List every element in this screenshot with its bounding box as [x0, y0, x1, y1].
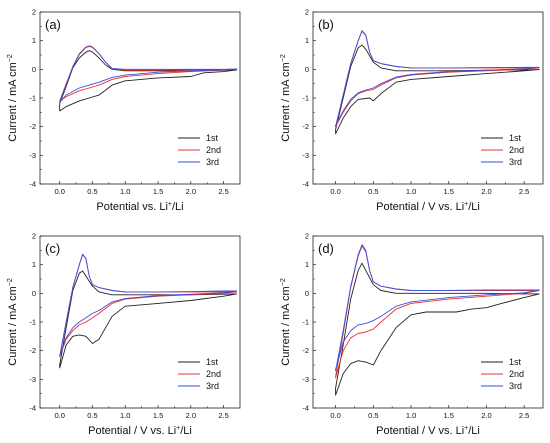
y-tick-label: -1 — [29, 94, 36, 103]
y-tick-label: -3 — [302, 375, 309, 384]
x-tick-label: 2.0 — [186, 187, 196, 196]
x-tick-label: 1.0 — [120, 411, 130, 420]
x-tick-label: 1.5 — [444, 187, 454, 196]
x-tick-label: 2.5 — [519, 411, 529, 420]
panel-label: (a) — [45, 17, 61, 32]
cv-curve-2nd — [59, 254, 238, 357]
y-axis-title: Current / mA cm−2 — [280, 278, 292, 366]
y-tick-label: -2 — [29, 346, 36, 355]
legend-label: 3rd — [509, 157, 522, 167]
x-tick-label: 2.5 — [218, 411, 228, 420]
legend-label: 2nd — [206, 145, 221, 155]
cv-curve-2nd — [335, 245, 540, 379]
x-axis-title: Potential / V vs. Li+/Li — [376, 201, 480, 213]
x-tick-label: 0.5 — [368, 411, 378, 420]
legend-label: 2nd — [509, 145, 524, 155]
legend-label: 1st — [206, 133, 219, 143]
cv-curve-2nd — [335, 30, 540, 128]
y-axis-title: Current / mA cm−2 — [7, 54, 19, 142]
cv-curve-3rd — [335, 244, 540, 372]
legend-label: 3rd — [206, 157, 219, 167]
legend-label: 1st — [509, 357, 522, 367]
y-tick-label: 2 — [32, 232, 36, 241]
y-tick-label: 2 — [305, 8, 309, 17]
x-tick-label: 1.5 — [153, 187, 163, 196]
y-tick-label: 0 — [32, 289, 36, 298]
x-tick-label: 2.0 — [481, 411, 491, 420]
cv-curve-1st — [335, 44, 540, 135]
x-tick-label: 0.5 — [87, 411, 97, 420]
y-tick-label: -3 — [29, 151, 36, 160]
y-tick-label: 1 — [32, 260, 36, 269]
y-tick-label: -3 — [302, 151, 309, 160]
x-axis-title: Potential vs. Li+/Li — [96, 201, 183, 213]
y-tick-label: -2 — [29, 122, 36, 131]
panel-label: (b) — [318, 17, 334, 32]
panel-b: 0.0 0.5 1.0 1.5 2.0 2.5 -4 -3 -2 -1 0 1 2 (b) 1st 2nd 3r… — [280, 8, 544, 213]
y-tick-label: 0 — [305, 289, 309, 298]
x-tick-label: 1.0 — [406, 411, 416, 420]
y-axis-title: Current / mA cm−2 — [7, 278, 19, 366]
cv-curve-3rd — [59, 253, 238, 357]
panel-d: 0.0 0.5 1.0 1.5 2.0 2.5 -4 -3 -2 -1 0 1 2 (d) 1st 2nd 3r… — [280, 232, 544, 437]
y-tick-label: 2 — [32, 8, 36, 17]
y-axis-title: Current / mA cm−2 — [280, 54, 292, 142]
y-tick-label: -2 — [302, 346, 309, 355]
y-tick-label: -1 — [302, 94, 309, 103]
y-tick-label: -1 — [29, 318, 36, 327]
panel-label: (d) — [318, 241, 334, 256]
legend-label: 1st — [509, 133, 522, 143]
x-tick-label: 0.0 — [330, 411, 340, 420]
y-tick-label: -4 — [29, 180, 36, 189]
y-tick-label: 0 — [32, 65, 36, 74]
x-axis-title: Potential / V vs. Li+/Li — [376, 425, 480, 437]
x-tick-label: 1.0 — [120, 187, 130, 196]
y-tick-label: -4 — [302, 404, 309, 413]
legend-label: 1st — [206, 357, 219, 367]
y-tick-label: 0 — [305, 65, 309, 74]
y-tick-label: -1 — [302, 318, 309, 327]
x-tick-label: 2.0 — [481, 187, 491, 196]
x-tick-label: 1.5 — [153, 411, 163, 420]
x-tick-label: 0.5 — [368, 187, 378, 196]
y-tick-label: 1 — [32, 36, 36, 45]
legend-label: 2nd — [206, 369, 221, 379]
legend-label: 2nd — [509, 369, 524, 379]
cv-curve-3rd — [59, 45, 238, 103]
x-tick-label: 1.0 — [406, 187, 416, 196]
legend-label: 3rd — [206, 381, 219, 391]
y-tick-label: 2 — [305, 232, 309, 241]
cv-curve-1st — [335, 262, 540, 396]
y-tick-label: 1 — [305, 36, 309, 45]
x-tick-label: 2.5 — [519, 187, 529, 196]
x-tick-label: 0.0 — [54, 411, 64, 420]
cv-curve-1st — [59, 270, 238, 369]
cv-curve-1st — [59, 50, 238, 112]
x-tick-label: 2.5 — [218, 187, 228, 196]
x-tick-label: 0.5 — [87, 187, 97, 196]
x-tick-label: 2.0 — [186, 411, 196, 420]
x-axis-title: Potential / V vs. Li+/Li — [88, 425, 192, 437]
cv-curve-3rd — [335, 30, 540, 128]
panel-a: 0.0 0.5 1.0 1.5 2.0 2.5 -4 -3 -2 -1 0 1 2 (a) 1st 2nd 3r… — [7, 8, 241, 213]
panel-label: (c) — [45, 241, 60, 256]
x-tick-label: 0.0 — [54, 187, 64, 196]
y-tick-label: 1 — [305, 260, 309, 269]
y-tick-label: -3 — [29, 375, 36, 384]
x-tick-label: 1.5 — [444, 411, 454, 420]
cv-curve-2nd — [59, 45, 238, 102]
y-tick-label: -2 — [302, 122, 309, 131]
panel-c: 0.0 0.5 1.0 1.5 2.0 2.5 -4 -3 -2 -1 0 1 2 (c) 1st 2nd 3r… — [7, 232, 241, 437]
x-tick-label: 0.0 — [330, 187, 340, 196]
y-tick-label: -4 — [29, 404, 36, 413]
legend-label: 3rd — [509, 381, 522, 391]
y-tick-label: -4 — [302, 180, 309, 189]
